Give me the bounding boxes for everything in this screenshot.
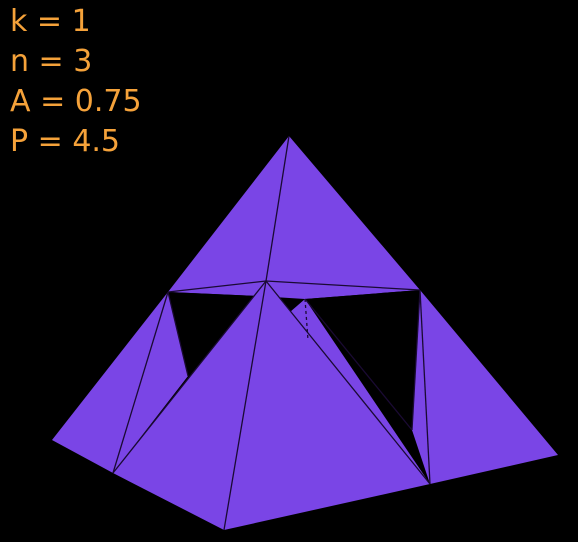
right-tetra-outer-face	[420, 290, 558, 484]
front-tetra-right-face	[224, 281, 430, 530]
left-inner-notch	[168, 292, 258, 376]
left-tetra-inner-face	[113, 292, 188, 473]
right-tetra-hidden-face	[290, 299, 430, 484]
left-tetra-outer-face	[52, 292, 168, 473]
right-tetra-inner-strip	[412, 290, 430, 484]
front-tetra-left-face	[113, 281, 266, 530]
right-tetra-inner-face	[305, 290, 420, 430]
param-k: k = 1	[10, 4, 91, 39]
top-tetra-right-face	[266, 136, 420, 290]
edge-lines	[112, 135, 431, 531]
top-tetra-left-face	[168, 136, 289, 292]
param-a: A = 0.75	[10, 84, 142, 119]
parameter-readout: k = 1 n = 3 A = 0.75 P = 4.5	[10, 2, 142, 162]
param-p: P = 4.5	[10, 124, 121, 159]
param-n: n = 3	[10, 44, 93, 79]
